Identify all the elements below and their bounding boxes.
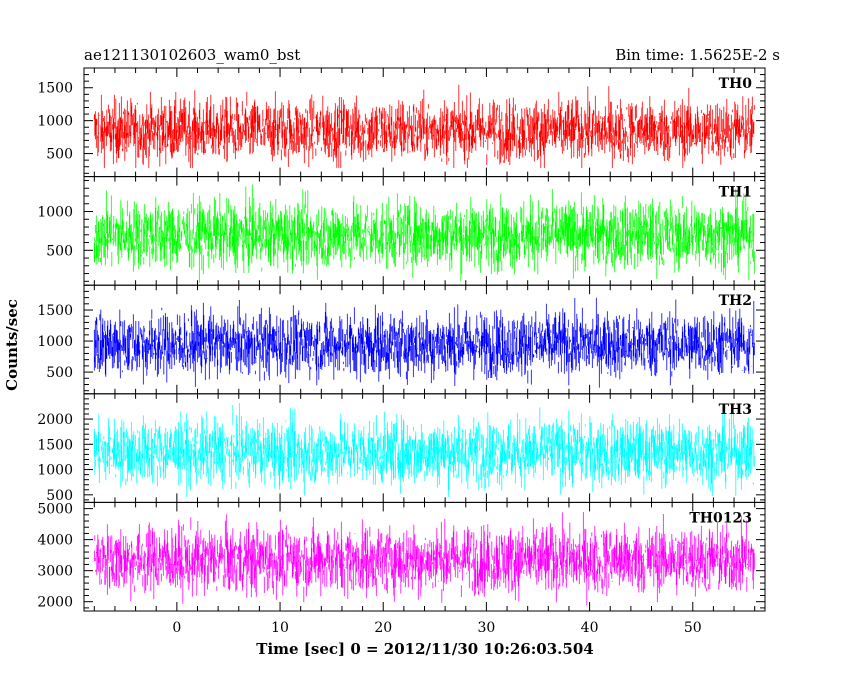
bin-time-label: Bin time: 1.5625E-2 s <box>615 46 780 64</box>
y-tick-label-th0123: 2000 <box>37 595 73 611</box>
x-axis-label: Time [sec] 0 = 2012/11/30 10:26:03.504 <box>256 640 593 658</box>
y-tick-label-th3: 2000 <box>37 412 73 428</box>
y-tick-label-th0123: 4000 <box>37 533 73 549</box>
y-axis-label: Counts/sec <box>3 299 21 391</box>
y-tick-label-th3: 500 <box>46 488 73 504</box>
y-tick-label-th3: 1000 <box>37 463 73 479</box>
x-tick-label: 10 <box>271 620 289 636</box>
y-tick-label-th0: 1000 <box>37 114 73 130</box>
y-tick-label-th0: 1500 <box>37 81 73 97</box>
panel-label-th0123: TH0123 <box>689 510 752 526</box>
x-tick-label: 30 <box>477 620 495 636</box>
y-tick-label-th1: 500 <box>46 243 73 259</box>
y-tick-label-th0123: 3000 <box>37 564 73 580</box>
y-tick-label-th1: 1000 <box>37 205 73 221</box>
y-tick-label-th2: 1500 <box>37 303 73 319</box>
x-tick-label: 0 <box>172 620 181 636</box>
x-tick-label: 40 <box>581 620 599 636</box>
panel-label-th2: TH2 <box>719 293 752 309</box>
x-tick-label: 20 <box>374 620 392 636</box>
panel-label-th3: TH3 <box>719 402 752 418</box>
series-line-th1 <box>93 184 755 283</box>
panel-label-th1: TH1 <box>719 185 752 201</box>
y-tick-label-th0123: 5000 <box>37 502 73 518</box>
y-tick-label-th2: 500 <box>46 365 73 381</box>
y-tick-label-th0: 500 <box>46 147 73 163</box>
series-line-th3 <box>93 403 755 498</box>
y-tick-label-th2: 1000 <box>37 334 73 350</box>
x-tick-label: 50 <box>684 620 702 636</box>
series-line-th0123 <box>93 512 755 606</box>
chart-title: ae121130102603_wam0_bst <box>84 46 300 64</box>
y-tick-label-th3: 1500 <box>37 437 73 453</box>
panel-label-th0: TH0 <box>719 76 753 92</box>
series-line-th0 <box>93 84 755 168</box>
series-line-th2 <box>93 297 755 388</box>
